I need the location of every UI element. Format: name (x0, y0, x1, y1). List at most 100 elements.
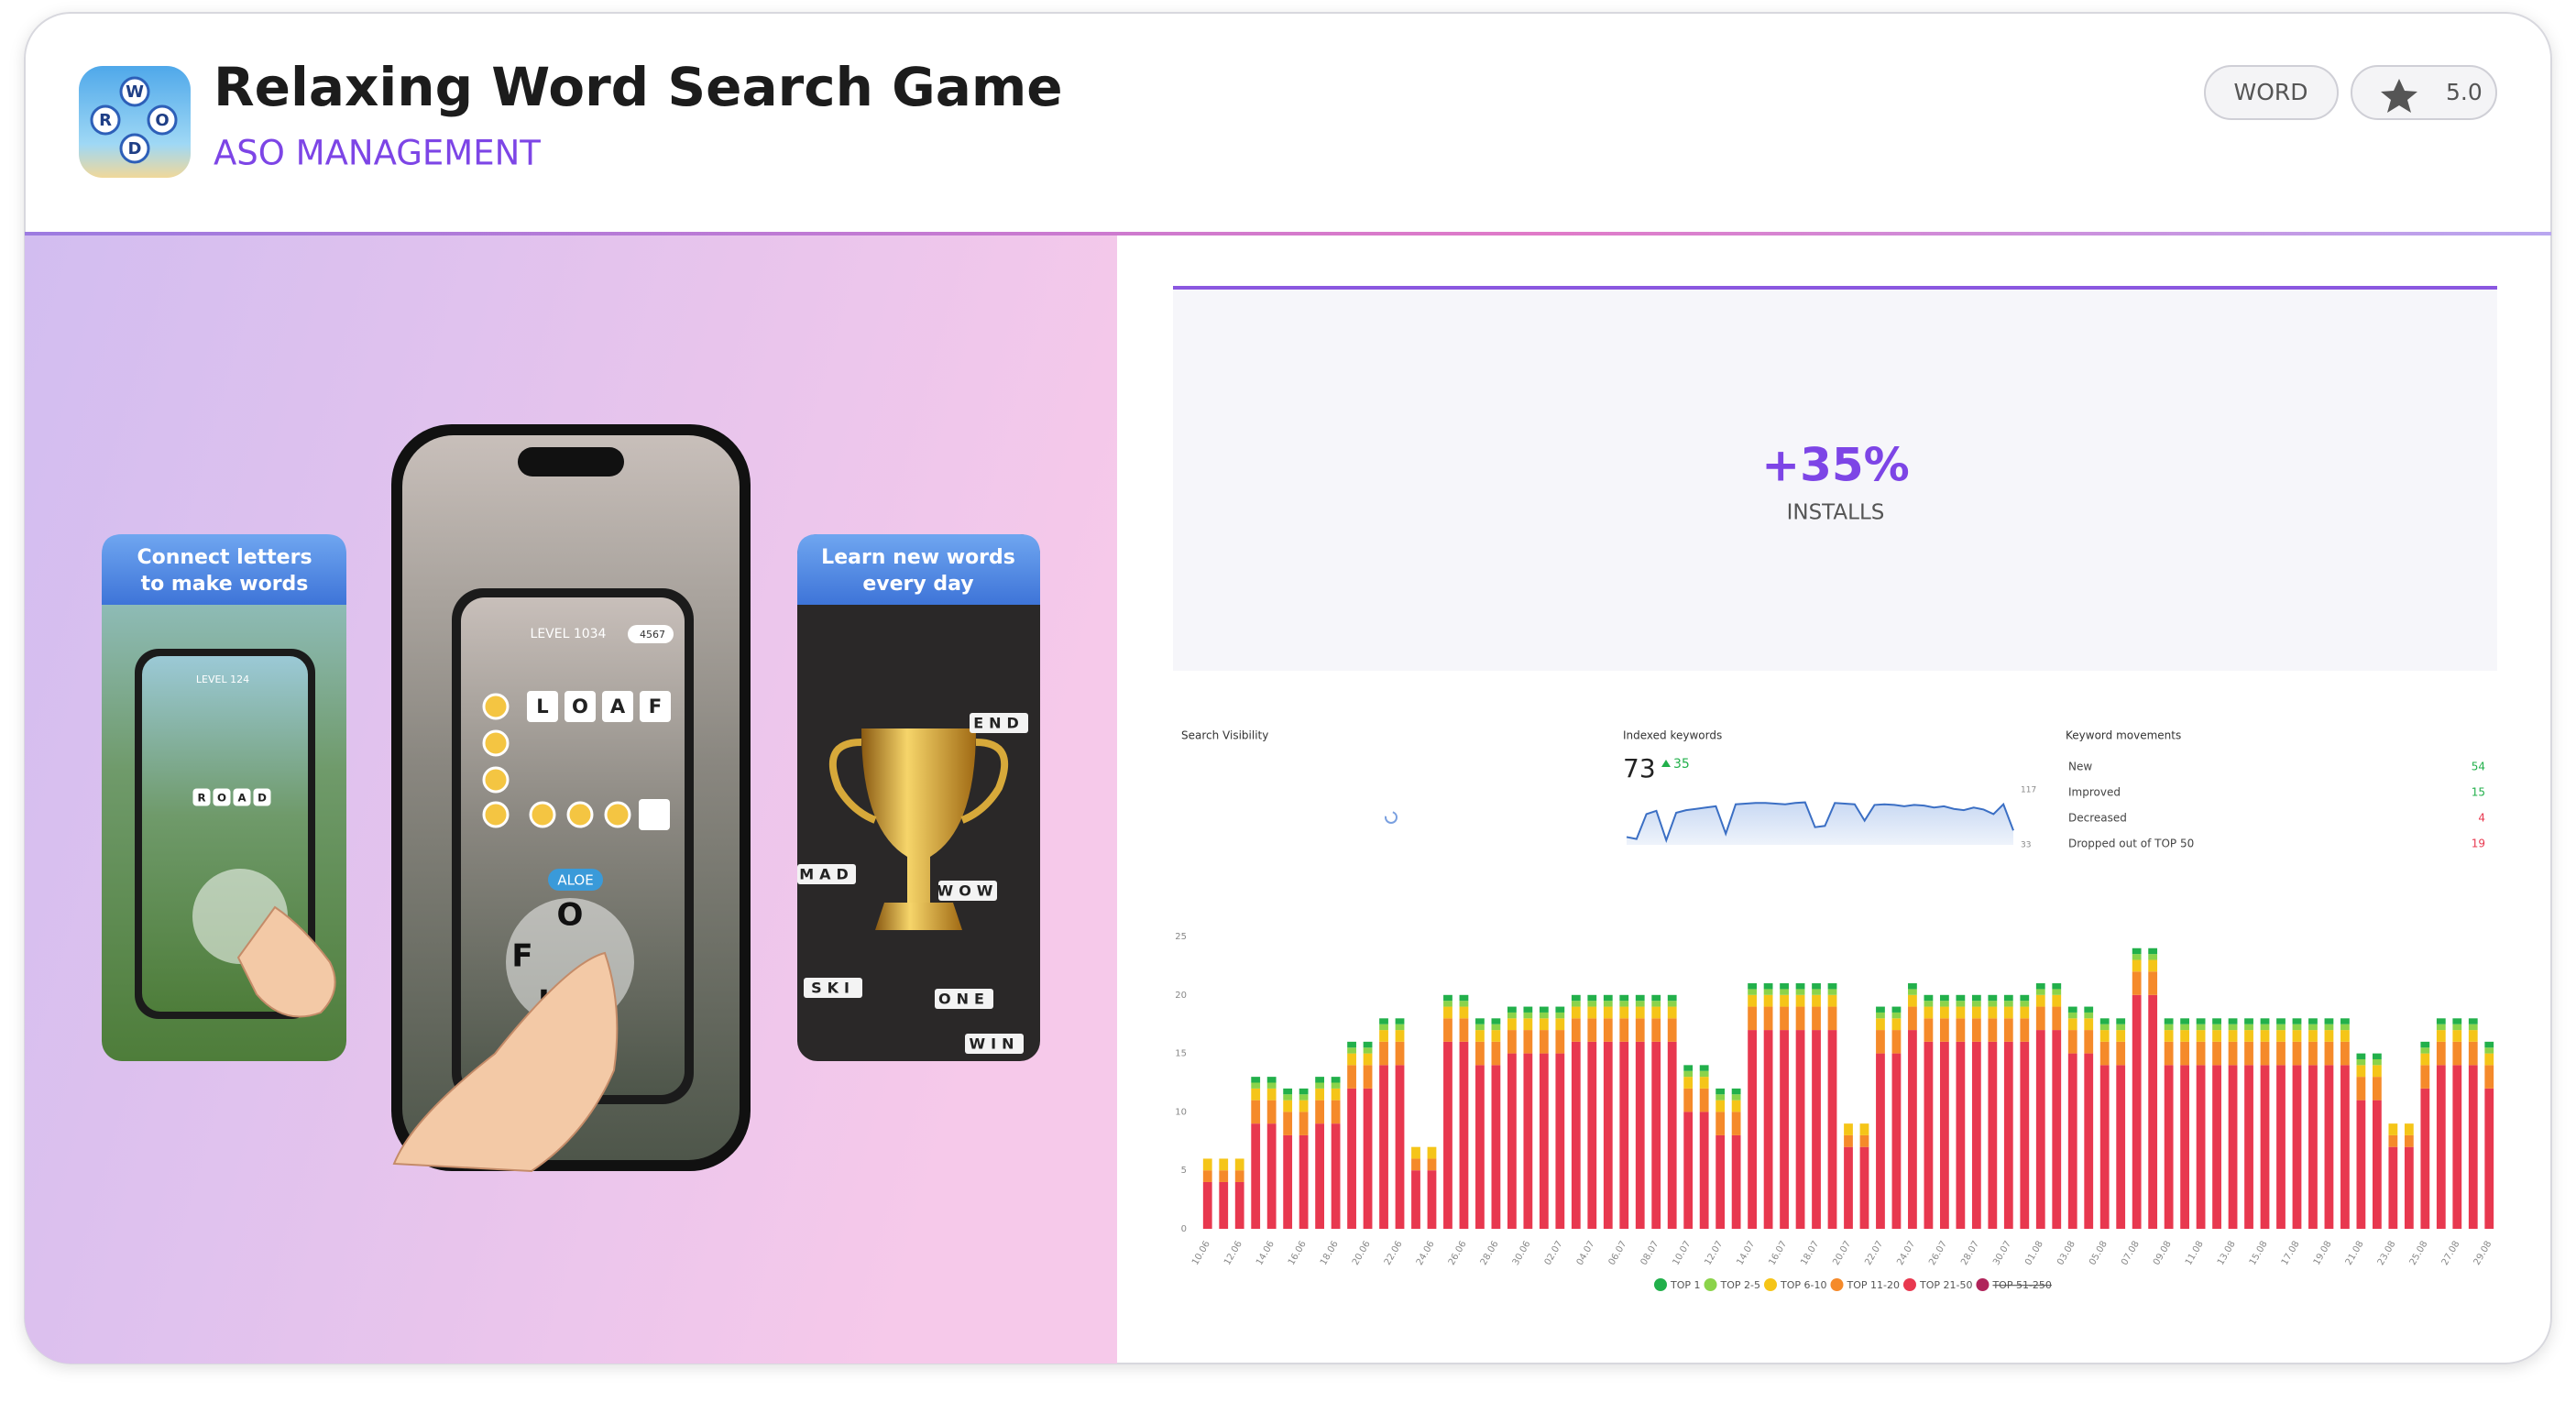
bar-segment (2436, 1065, 2446, 1229)
legend-marker (1704, 1278, 1717, 1291)
icon-letter-bg (119, 76, 150, 107)
bar-segment (1699, 1112, 1709, 1229)
rating-text: 5.0 (2446, 79, 2483, 105)
icon-letter: R (99, 111, 112, 130)
bar-segment (2340, 1018, 2350, 1024)
bar-segment (2324, 1041, 2334, 1066)
bar-segment (1571, 1018, 1581, 1042)
bar-segment (1491, 1018, 1501, 1024)
bar-segment (1395, 1030, 1405, 1042)
bar-segment (1283, 1112, 1293, 1135)
bar-segment (2035, 983, 2045, 990)
movement-value: 19 (2472, 838, 2485, 850)
bar-segment (2260, 1041, 2270, 1066)
bar-segment (1988, 1018, 1998, 1042)
bar-segment (1395, 1018, 1405, 1024)
bar-segment (1795, 989, 1805, 995)
bar-segment (2292, 1018, 2302, 1024)
bar-segment (2404, 1146, 2414, 1229)
tile-word: WOW (937, 882, 999, 900)
bar-segment (1651, 1018, 1661, 1042)
bar-segment (1587, 1001, 1597, 1007)
bar-segment (1635, 1018, 1645, 1042)
bar-segment (2148, 954, 2158, 960)
bar-segment (1523, 1018, 1533, 1031)
bar-segment (1667, 1041, 1677, 1229)
screen-caption: Connect letters (137, 546, 312, 569)
bar-segment (1202, 1181, 1212, 1229)
bar-segment (1363, 1065, 1373, 1089)
y-tick-label: 15 (1175, 1049, 1187, 1059)
bar-segment (1699, 1077, 1709, 1089)
word-tiles (938, 881, 997, 901)
bar-segment (1731, 1100, 1741, 1112)
bar-segment (2164, 1041, 2174, 1066)
bar-segment (1331, 1123, 1341, 1229)
bar-segment (2404, 1134, 2414, 1147)
bar-segment (1491, 1024, 1501, 1031)
bar-segment (2372, 1053, 2382, 1059)
bar-segment (1475, 1030, 1485, 1042)
bar-segment (1956, 1041, 1966, 1229)
bar-segment (1539, 1012, 1549, 1019)
bar-segment (1859, 1134, 1869, 1147)
coin (604, 801, 631, 828)
bar-segment (2452, 1018, 2462, 1024)
bar-segment (1651, 1006, 1661, 1019)
bar-segment (1603, 1041, 1613, 1229)
bar-segment (1891, 1018, 1902, 1031)
tile-letter: A (237, 792, 247, 805)
bar-segment (2244, 1041, 2253, 1066)
bar-segment (1683, 1070, 1694, 1078)
bar-segment (1971, 1001, 1981, 1007)
bar-segment (1491, 1041, 1501, 1066)
bar-segment (1763, 1030, 1773, 1229)
bar-segment (2276, 1030, 2286, 1042)
movement-name: New (2068, 761, 2092, 773)
legend-label: TOP 51-250 (1991, 1279, 2051, 1291)
letter-tile (213, 788, 231, 806)
bar-segment (1555, 1053, 1565, 1229)
bar-segment (1219, 1158, 1229, 1171)
bar-segment (2212, 1065, 2221, 1229)
bar-segment (2356, 1077, 2366, 1101)
tag-badge[interactable] (2204, 65, 2339, 120)
bar-segment (1266, 1088, 1277, 1101)
bar-segment (2084, 1053, 2094, 1229)
bar-segment (2020, 1041, 2030, 1229)
bar-segment (2244, 1024, 2253, 1031)
bar-segment (1219, 1170, 1229, 1182)
rating-badge[interactable] (2351, 65, 2497, 120)
bar-segment (2388, 1146, 2398, 1229)
bar-segment (1539, 1006, 1549, 1013)
bar-segment (2436, 1030, 2446, 1042)
bar-segment (1667, 1006, 1677, 1019)
bar-segment (1971, 1006, 1981, 1019)
bar-segment (1699, 1088, 1709, 1112)
bar-segment (1299, 1112, 1309, 1135)
bar-segment (1331, 1082, 1341, 1089)
bar-segment (1347, 1047, 1356, 1054)
bar-segment (1315, 1088, 1325, 1101)
bar-segment (2356, 1065, 2366, 1078)
bar-segment (2067, 1053, 2077, 1229)
coin-pill (628, 625, 674, 643)
bar-segment (1299, 1134, 1309, 1229)
bar-segment (1939, 1001, 1949, 1007)
bar-segment (2180, 1030, 2190, 1042)
bar-segment (1331, 1100, 1341, 1124)
metric-title: Search Visibility (1181, 729, 1268, 742)
bar-segment (1891, 1053, 1902, 1229)
word-tiles (970, 713, 1028, 733)
trophy-base (875, 903, 962, 930)
bar-segment (1395, 1024, 1405, 1031)
bar-segment (1587, 994, 1597, 1002)
hand (236, 905, 336, 1018)
bar-segment (2148, 994, 2158, 1229)
bar-segment (2276, 1018, 2286, 1024)
bar-segment (1283, 1088, 1293, 1095)
bar-segment (1299, 1088, 1309, 1095)
bar-segment (2260, 1030, 2270, 1042)
bar-segment (2484, 1088, 2494, 1229)
